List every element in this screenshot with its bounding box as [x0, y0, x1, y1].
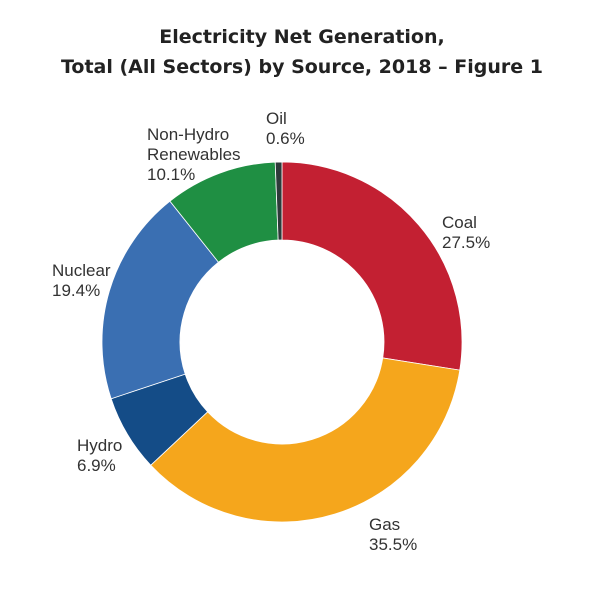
chart-title-block: Electricity Net Generation, Total (All S… [0, 22, 604, 82]
value-label-non-hydro-renewables: 10.1% [147, 165, 195, 184]
value-label-hydro: 6.9% [77, 456, 116, 475]
category-label-oil: Oil [266, 109, 287, 128]
category-label-hydro: Hydro [77, 436, 122, 455]
chart-title: Electricity Net Generation, [159, 26, 445, 48]
value-label-nuclear: 19.4% [52, 281, 100, 300]
slice-oil [274, 161, 283, 241]
category-label-non-hydro-renewables: Non-Hydro [147, 125, 229, 144]
slice-nuclear [101, 200, 220, 400]
value-label-gas: 35.5% [369, 535, 417, 554]
category-label-gas: Gas [369, 515, 400, 534]
category-label-non-hydro-renewables: Renewables [147, 145, 241, 164]
chart-subtitle: Total (All Sectors) by Source, 2018 – Fi… [60, 56, 544, 78]
slice-gas [150, 357, 461, 523]
value-label-oil: 0.6% [266, 129, 305, 148]
slice-coal [281, 161, 463, 371]
category-label-nuclear: Nuclear [52, 261, 111, 280]
value-label-coal: 27.5% [442, 233, 490, 252]
category-label-coal: Coal [442, 213, 477, 232]
